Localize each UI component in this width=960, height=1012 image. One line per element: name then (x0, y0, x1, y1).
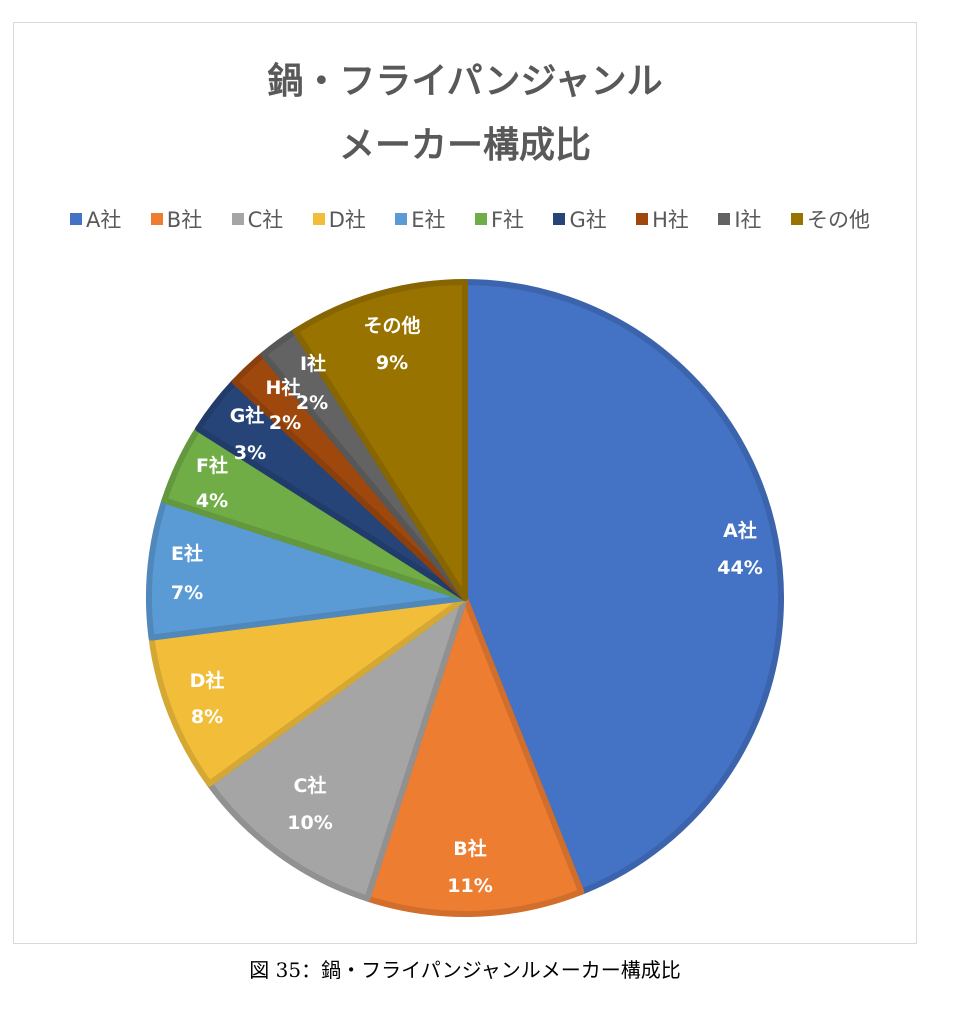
slice-value-label: 4% (196, 490, 228, 512)
legend-swatch (70, 213, 82, 225)
slice-category-label: F社 (196, 454, 228, 477)
legend-item: I社 (718, 204, 762, 234)
slice-category-label: C社 (294, 774, 327, 797)
chart-title-line-1: 鍋・フライパンジャンル (267, 61, 663, 102)
legend-swatch (150, 213, 163, 225)
pie-slice (148, 595, 468, 787)
legend: A社 B社 C社 D社 E社 F社 G社 H社 I社 その他 (70, 204, 870, 234)
figure-caption: 図 35：鍋・フライパンジャンルメーカー構成比 (249, 958, 681, 982)
legend-item: E社 (395, 204, 446, 234)
pie-slice (462, 279, 784, 895)
slice-value-label: 3% (234, 442, 266, 464)
legend-swatch (312, 213, 325, 225)
slice-category-label: G社 (230, 404, 265, 427)
legend-swatch (718, 213, 731, 225)
legend-swatch (553, 213, 566, 225)
legend-swatch (790, 213, 803, 225)
slice-value-label: 2% (269, 412, 301, 434)
legend-item: D社 (312, 204, 366, 234)
slice-category-label: I社 (300, 352, 326, 375)
legend-item: A社 (70, 204, 121, 234)
slice-category-label: D社 (190, 669, 225, 692)
legend-label: その他 (806, 208, 870, 232)
legend-label: E社 (411, 208, 446, 232)
slice-value-label: 44% (717, 557, 762, 579)
slice-category-label: H社 (266, 376, 301, 399)
slice-value-label: 11% (447, 875, 492, 897)
legend-swatch (231, 213, 244, 225)
slice-value-label: 8% (191, 706, 223, 728)
chart-title: 鍋・フライパンジャンル メーカー構成比 (0, 50, 930, 178)
slice-value-label: 2% (296, 392, 328, 414)
legend-item: H社 (636, 204, 689, 234)
pie-slice (364, 595, 585, 917)
legend-label: H社 (652, 208, 689, 232)
legend-item: B社 (150, 204, 203, 234)
legend-label: B社 (166, 208, 203, 232)
slice-value-label: 7% (171, 582, 203, 604)
legend-label: I社 (734, 208, 762, 232)
slice-category-label: A社 (723, 519, 757, 542)
legend-item: F社 (474, 204, 525, 234)
pie-slice (206, 595, 468, 902)
pie-slice (146, 497, 468, 641)
legend-item: その他 (790, 204, 870, 234)
slice-category-label: E社 (171, 542, 203, 565)
slice-category-label: その他 (363, 314, 420, 337)
legend-item: G社 (553, 204, 607, 234)
legend-label: G社 (569, 208, 607, 232)
legend-label: A社 (86, 208, 122, 232)
legend-swatch (395, 213, 408, 225)
legend-swatch (474, 213, 487, 225)
legend-swatch (636, 213, 649, 225)
legend-label: D社 (328, 208, 366, 232)
legend-item: C社 (231, 204, 284, 234)
slice-value-label: 10% (287, 812, 332, 834)
slice-value-label: 9% (376, 352, 408, 374)
chart-title-line-2: メーカー構成比 (338, 125, 591, 166)
legend-label: F社 (490, 208, 525, 232)
slice-category-label: B社 (453, 837, 486, 860)
legend-label: C社 (247, 208, 284, 232)
pie-slice (292, 279, 468, 601)
